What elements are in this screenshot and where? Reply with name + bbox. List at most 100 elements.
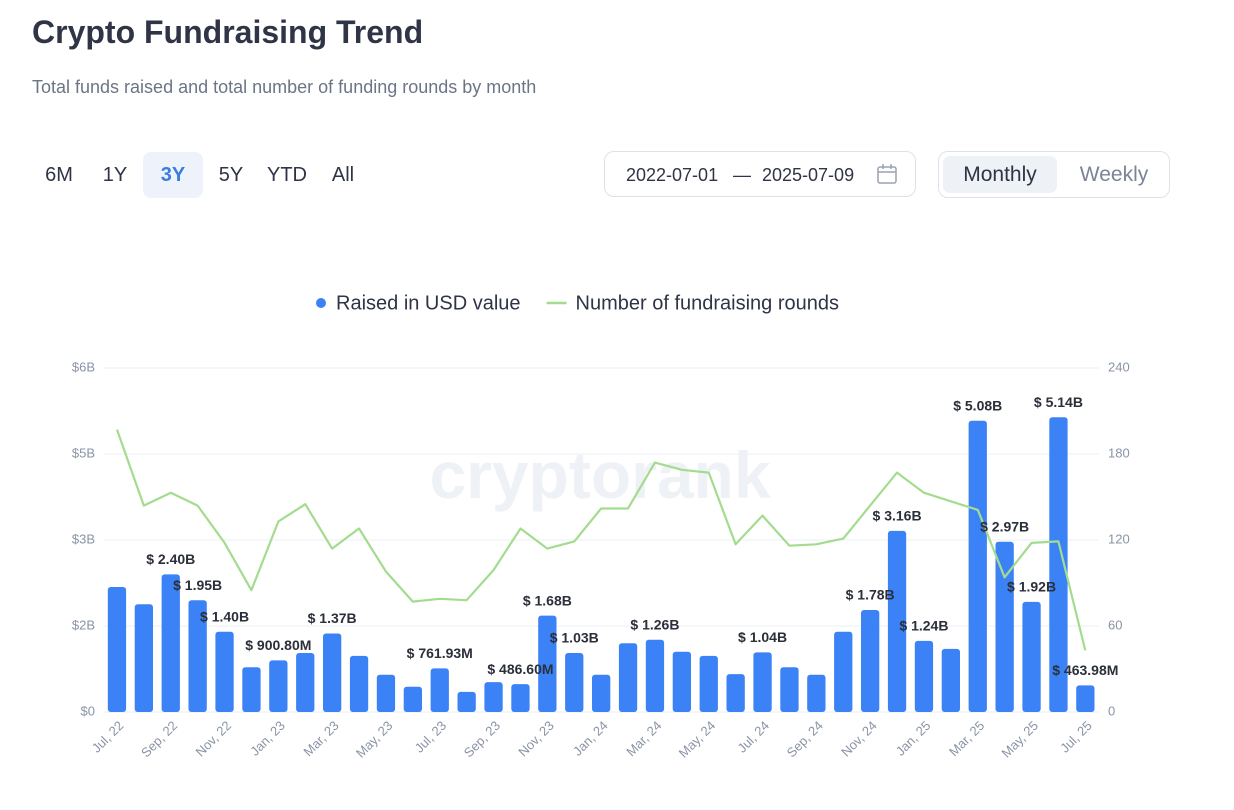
- x-tick-label: Mar, 24: [623, 718, 664, 759]
- bar: [349, 655, 369, 712]
- bar: [699, 655, 718, 712]
- value-label: $ 1.03B: [550, 630, 599, 646]
- range-button[interactable]: All: [331, 164, 355, 186]
- range-button[interactable]: YTD: [267, 164, 307, 186]
- value-label: $ 761.93M: [407, 645, 473, 661]
- value-label: $ 1.40B: [200, 608, 249, 624]
- x-tick-label: Jul, 23: [412, 718, 450, 756]
- bar: [484, 682, 503, 712]
- bar: [565, 652, 584, 712]
- y-tick-label: $5B: [72, 445, 95, 460]
- page-title: Crypto Fundraising Trend: [32, 14, 424, 50]
- bar: [834, 631, 853, 712]
- page-subtitle: Total funds raised and total number of f…: [32, 77, 537, 97]
- bar: [538, 615, 557, 712]
- bar: [188, 600, 207, 712]
- y2-tick-label: 240: [1108, 359, 1130, 374]
- bar: [861, 609, 880, 712]
- date-end: 2025-07-09: [762, 165, 855, 185]
- bar: [618, 643, 638, 712]
- value-label: $ 2.40B: [146, 551, 195, 567]
- bar: [161, 574, 180, 712]
- granularity-button[interactable]: Monthly: [943, 156, 1057, 193]
- bar: [887, 530, 907, 712]
- x-tick-label: Jul, 25: [1057, 718, 1095, 756]
- x-tick-label: May, 24: [676, 718, 719, 761]
- bar: [645, 639, 665, 712]
- bar: [430, 668, 449, 712]
- value-label: $ 1.92B: [1007, 579, 1056, 595]
- x-tick-label: Jan, 24: [570, 718, 611, 759]
- y-tick-label: $3B: [72, 531, 95, 546]
- x-tick-label: Sep, 23: [461, 718, 503, 760]
- x-tick-label: Nov, 24: [838, 718, 880, 760]
- bar: [726, 674, 745, 712]
- calendar-icon: [877, 164, 897, 184]
- range-button[interactable]: 5Y: [218, 164, 244, 186]
- bar: [941, 648, 960, 712]
- value-label: $ 1.95B: [173, 577, 222, 593]
- y2-tick-label: 60: [1108, 617, 1122, 632]
- y2-tick-label: 180: [1108, 445, 1130, 460]
- value-label: $ 3.16B: [873, 508, 922, 524]
- x-tick-label: Sep, 22: [138, 718, 180, 760]
- bar: [1076, 685, 1095, 712]
- x-tick-label: Nov, 22: [192, 718, 234, 760]
- x-tick-label: Jul, 24: [734, 718, 772, 756]
- bar: [592, 674, 611, 712]
- bar: [511, 684, 530, 712]
- x-tick-label: May, 25: [998, 718, 1041, 761]
- bar: [995, 541, 1014, 712]
- bar: [403, 686, 422, 712]
- range-button[interactable]: 1Y: [102, 164, 128, 186]
- value-label: $ 1.04B: [738, 629, 787, 645]
- watermark: cryptorank: [429, 438, 770, 512]
- value-label: $ 900.80M: [245, 637, 311, 653]
- bar: [242, 667, 261, 712]
- legend-item[interactable]: Raised in USD value: [316, 292, 521, 314]
- y2-tick-label: 0: [1108, 703, 1115, 718]
- y-tick-label: $2B: [72, 617, 95, 632]
- bar: [376, 674, 396, 712]
- x-tick-label: May, 23: [353, 718, 396, 761]
- bar: [134, 604, 153, 712]
- bar: [1022, 601, 1041, 712]
- x-tick-label: Jan, 23: [247, 718, 288, 759]
- bar: [457, 691, 476, 712]
- x-tick-label: Jan, 25: [893, 718, 934, 759]
- bar: [807, 674, 826, 712]
- legend-item[interactable]: Number of fundraising rounds: [546, 292, 839, 314]
- value-label: $ 1.24B: [899, 618, 948, 634]
- x-tick-label: Mar, 23: [300, 718, 341, 759]
- granularity-toggle: Monthly Weekly: [938, 151, 1170, 198]
- bar: [780, 667, 799, 712]
- range-button[interactable]: 6M: [45, 164, 73, 186]
- bar: [753, 652, 772, 712]
- granularity-button[interactable]: Weekly: [1079, 163, 1149, 186]
- bar: [914, 640, 934, 712]
- value-label: $ 1.68B: [523, 592, 572, 608]
- y-tick-label: $0: [81, 703, 95, 718]
- y2-tick-label: 120: [1108, 531, 1130, 546]
- legend-label: Number of fundraising rounds: [576, 292, 839, 314]
- value-label: $ 5.08B: [953, 397, 1002, 413]
- x-tick-label: Mar, 25: [946, 718, 987, 759]
- legend-swatch: [316, 298, 326, 308]
- bar: [1049, 417, 1068, 712]
- value-label: $ 2.97B: [980, 518, 1029, 534]
- value-label: $ 5.14B: [1034, 394, 1083, 410]
- line: [115, 429, 1087, 651]
- value-label: $ 486.60M: [487, 661, 553, 677]
- date-range-picker[interactable]: 2022-07-01 — 2025-07-09: [604, 151, 916, 197]
- range-button[interactable]: 3Y: [143, 152, 203, 198]
- bar: [672, 651, 691, 712]
- legend-label: Raised in USD value: [336, 292, 521, 314]
- y-tick-label: $6B: [72, 359, 95, 374]
- bar: [215, 631, 234, 712]
- bar: [296, 652, 315, 712]
- date-separator: —: [733, 165, 751, 185]
- x-tick-label: Nov, 23: [515, 718, 557, 760]
- value-label: $ 1.26B: [630, 616, 679, 632]
